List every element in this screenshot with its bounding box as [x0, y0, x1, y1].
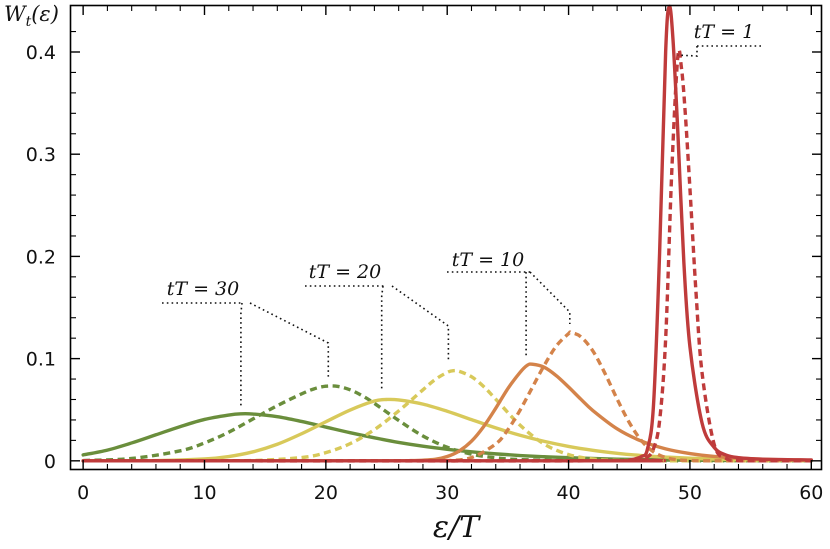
x-tick-label: 0	[77, 482, 89, 504]
series-line-6-dashed	[83, 330, 812, 463]
y-tick-label: 0.4	[26, 42, 56, 64]
y-tick-label: 0	[44, 451, 56, 473]
annotation-leader	[249, 302, 330, 379]
annotation-label: tT = 20	[309, 261, 381, 283]
annotation-label: tT = 1	[694, 21, 754, 43]
annotation-1: tT = 30	[162, 278, 330, 406]
plot-frame	[69, 4, 823, 471]
annotation-leader	[391, 285, 450, 362]
annotation-leader	[240, 302, 243, 406]
series-layer	[81, 4, 813, 463]
annotation-3: tT = 10	[447, 249, 571, 356]
x-axis-title: ε/T	[433, 510, 481, 545]
annotation-leader	[380, 285, 384, 392]
annotation-leader	[529, 271, 571, 324]
y-tick-label: 0.1	[26, 349, 56, 371]
annotation-4: tT = 1	[677, 21, 763, 57]
x-axis-label: ε/T	[433, 510, 481, 545]
series-line-8-dashed	[83, 48, 812, 463]
annotation-leader	[677, 46, 698, 57]
tick-layer: 0 10 20 30 40 50 60 0 0.1 0.2 0.3 0.4	[26, 6, 823, 504]
x-tick-label: 50	[678, 482, 702, 504]
y-axis-title: Wt(ε)	[4, 2, 59, 30]
x-tick-label: 40	[556, 482, 580, 504]
series-line-3-solid	[81, 397, 813, 463]
annotation-layer: tT = 30 tT = 20 tT = 10 tT = 1	[162, 21, 763, 406]
annotation-label: tT = 30	[167, 278, 239, 300]
x-tick-label: 60	[799, 482, 823, 504]
x-tick-label: 20	[314, 482, 338, 504]
y-tick-label: 0.2	[26, 246, 56, 268]
annotation-2: tT = 20	[305, 261, 450, 392]
x-tick-label: 30	[435, 482, 459, 504]
y-axis-label: Wt(ε)	[4, 2, 59, 30]
series-line-7-solid	[81, 4, 813, 463]
x-tick-label: 10	[192, 482, 216, 504]
annotation-label: tT = 10	[452, 249, 524, 271]
series-line-4-dashed	[83, 368, 812, 463]
y-tick-label: 0.3	[26, 144, 56, 166]
